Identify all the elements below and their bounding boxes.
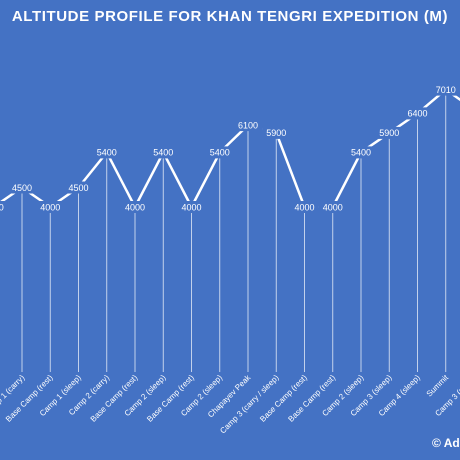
data-label-bg (149, 146, 178, 159)
data-label-bg (233, 119, 263, 132)
data-label: 5400 (351, 148, 371, 158)
data-label-bg (290, 201, 319, 213)
data-label-bg (7, 181, 37, 194)
data-label-bg (318, 201, 347, 213)
data-label: 5900 (379, 128, 399, 138)
data-label: 5900 (266, 128, 286, 138)
data-label-bg (0, 201, 8, 213)
data-label-bg (375, 126, 404, 139)
data-label: 4000 (181, 202, 201, 212)
data-label-bg (64, 181, 93, 194)
data-label: 4000 (125, 202, 145, 212)
data-label-bg (205, 146, 234, 159)
credit-text: © Ad (432, 436, 460, 450)
data-label: 4000 (0, 202, 4, 212)
data-label: 5400 (153, 148, 173, 158)
data-label-bg (262, 126, 291, 139)
data-label-bg (431, 83, 460, 96)
data-label: 6100 (238, 120, 258, 130)
data-label-bg (120, 201, 150, 213)
data-label-bg (346, 146, 376, 159)
data-label-bg (36, 201, 65, 213)
data-label: 4000 (323, 202, 343, 212)
data-label: 4000 (40, 202, 60, 212)
data-label: 4500 (68, 183, 88, 193)
data-label: 6400 (407, 109, 427, 119)
data-label-bg (92, 146, 121, 159)
data-label-bg (177, 201, 206, 213)
x-tick-label: Summit (425, 373, 451, 399)
chart-title: ALTITUDE PROFILE FOR KHAN TENGRI EXPEDIT… (11, 8, 449, 25)
data-label: 5400 (97, 148, 117, 158)
data-label: 7010 (436, 85, 456, 95)
data-label: 5400 (210, 148, 230, 158)
data-label: 4000 (294, 202, 314, 212)
data-label-bg (403, 107, 432, 120)
data-label: 4500 (12, 183, 32, 193)
